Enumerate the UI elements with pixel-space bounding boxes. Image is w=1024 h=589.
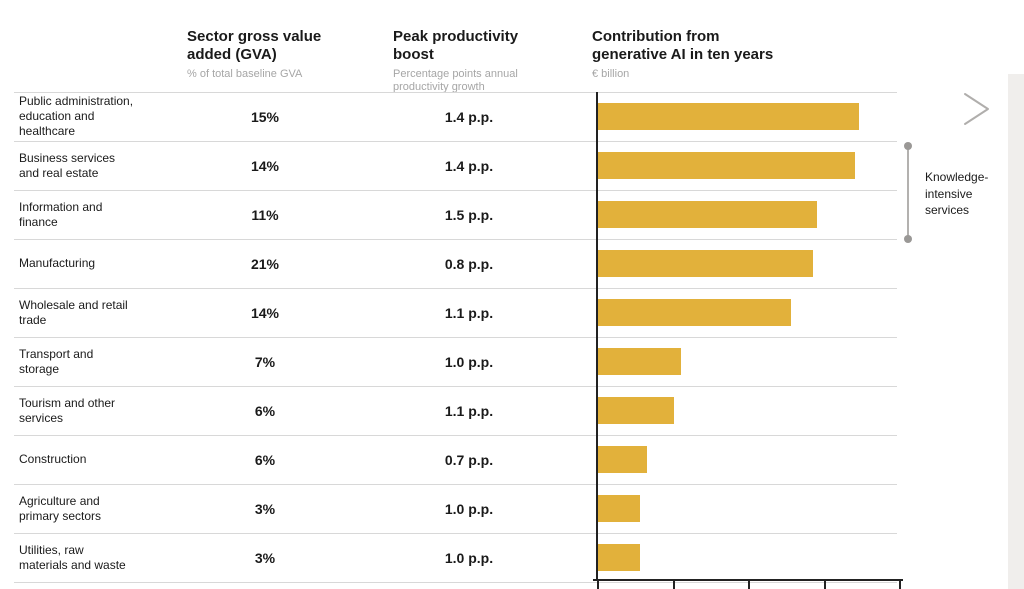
boost-value: 1.5 p.p. xyxy=(444,206,494,223)
row-separator xyxy=(14,288,897,289)
x-axis-tick xyxy=(672,580,675,589)
column-subtitle: % of total baseline GVA xyxy=(187,68,303,80)
sector-label: Tourism and other services xyxy=(19,395,116,425)
boost-value: 1.1 p.p. xyxy=(444,402,494,419)
chevron-right-icon[interactable] xyxy=(959,90,993,128)
gva-value: 14% xyxy=(250,157,280,174)
gva-value: 15% xyxy=(250,108,280,125)
boost-value: 1.4 p.p. xyxy=(444,157,494,174)
table-row: Public administration, education and hea… xyxy=(0,92,1024,141)
contribution-bar xyxy=(598,348,682,375)
column-header-gva: Sector gross value added (GVA) % of tota… xyxy=(187,28,347,81)
gva-value: 21% xyxy=(250,255,280,272)
knowledge-bracket-label: Knowledge- intensive services xyxy=(925,170,989,217)
knowledge-bracket-dot-bottom xyxy=(904,235,912,243)
row-separator xyxy=(14,484,897,485)
column-title: Sector gross value added (GVA) xyxy=(187,28,322,63)
x-axis-tick xyxy=(748,580,750,589)
table-row: Utilities, raw materials and waste 3% 1.0 … xyxy=(0,533,1024,582)
sector-label: Business services and real estate xyxy=(19,150,116,180)
x-axis-tick xyxy=(899,580,901,589)
row-separator xyxy=(14,582,897,583)
column-subtitle: Percentage points annual productivity gr… xyxy=(393,68,518,93)
boost-value: 0.8 p.p. xyxy=(444,255,494,272)
gva-value: 3% xyxy=(254,500,276,517)
sector-label: Information and finance xyxy=(19,199,103,229)
sector-label: Manufacturing xyxy=(19,256,96,270)
boost-value: 1.0 p.p. xyxy=(444,353,494,370)
column-title: Peak productivity boost xyxy=(393,28,519,63)
gva-value: 6% xyxy=(254,402,276,419)
table-row: Construction 6% 0.7 p.p. xyxy=(0,435,1024,484)
row-separator xyxy=(14,435,897,436)
row-separator xyxy=(14,141,897,142)
contribution-bar xyxy=(598,152,855,179)
row-separator xyxy=(14,239,897,240)
sector-label: Public administration, education and hea… xyxy=(19,94,134,138)
gva-value: 3% xyxy=(254,549,276,566)
row-separator xyxy=(14,190,897,191)
column-header-contribution: Contribution from generative AI in ten y… xyxy=(592,28,812,81)
sector-label: Construction xyxy=(19,452,87,466)
column-header-productivity: Peak productivity boost Percentage point… xyxy=(393,28,568,94)
contribution-bar xyxy=(598,103,859,130)
table-row: Wholesale and retail trade 14% 1.1 p.p. xyxy=(0,288,1024,337)
boost-value: 1.1 p.p. xyxy=(444,304,494,321)
contribution-bar xyxy=(598,299,791,326)
gva-value: 6% xyxy=(254,451,276,468)
gva-value: 11% xyxy=(251,206,279,223)
boost-value: 0.7 p.p. xyxy=(444,451,494,468)
sector-label: Utilities, raw materials and waste xyxy=(19,542,126,572)
contribution-bar xyxy=(598,397,674,424)
row-separator xyxy=(14,337,897,338)
boost-value: 1.4 p.p. xyxy=(444,108,494,125)
table-row: Transport and storage 7% 1.0 p.p. xyxy=(0,337,1024,386)
table-row: Information and finance 11% 1.5 p.p. xyxy=(0,190,1024,239)
x-axis-tick xyxy=(597,580,599,589)
sector-label: Wholesale and retail trade xyxy=(19,297,128,327)
contribution-bar xyxy=(598,544,640,571)
table-row: Business services and real estate 14% 1.4 … xyxy=(0,141,1024,190)
boost-value: 1.0 p.p. xyxy=(444,549,494,566)
boost-value: 1.0 p.p. xyxy=(444,500,494,517)
row-separator xyxy=(14,533,897,534)
contribution-bar xyxy=(598,495,640,522)
column-subtitle: € billion xyxy=(592,68,630,80)
table-row: Tourism and other services 6% 1.1 p.p. xyxy=(0,386,1024,435)
x-axis-tick xyxy=(823,580,826,589)
next-slide-edge xyxy=(1008,74,1024,589)
row-separator xyxy=(14,92,897,93)
contribution-bar xyxy=(598,446,648,473)
knowledge-bracket-dot-top xyxy=(904,142,912,150)
contribution-bar xyxy=(598,201,817,228)
gva-value: 14% xyxy=(250,304,280,321)
table-row: Manufacturing 21% 0.8 p.p. xyxy=(0,239,1024,288)
sector-label: Transport and storage xyxy=(19,346,94,376)
table-row: Agriculture and primary sectors 3% 1.0 p.p… xyxy=(0,484,1024,533)
chart-baseline-axis xyxy=(596,92,598,580)
column-title: Contribution from generative AI in ten y… xyxy=(592,28,774,63)
row-separator xyxy=(14,386,897,387)
gva-value: 7% xyxy=(254,353,276,370)
contribution-bar xyxy=(598,250,814,277)
knowledge-bracket-line xyxy=(907,147,909,238)
sector-label: Agriculture and primary sectors xyxy=(19,493,102,523)
